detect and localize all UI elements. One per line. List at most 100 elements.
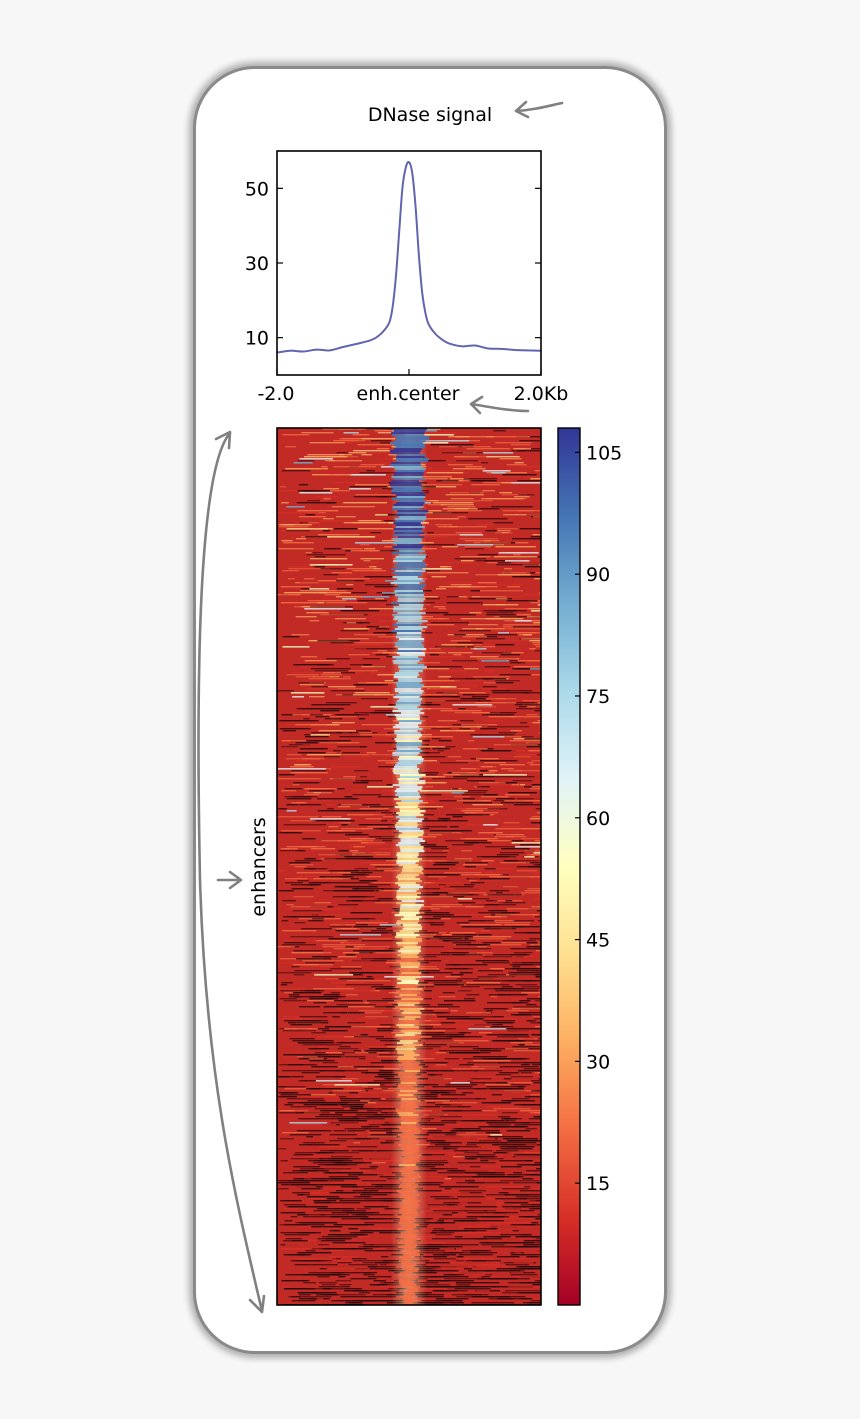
heatmap-speckle — [429, 860, 472, 862]
heatmap-speckle — [534, 1072, 541, 1074]
heatmap-speckle — [465, 838, 498, 840]
heatmap-speckle — [518, 1216, 536, 1218]
heatmap-speckle — [473, 980, 500, 982]
heatmap-speckle — [322, 944, 366, 946]
heatmap-speckle — [313, 1162, 341, 1164]
heatmap-speckle — [322, 1030, 348, 1032]
heatmap-speckle — [286, 674, 319, 676]
heatmap-speckle — [332, 1090, 366, 1092]
heatmap-speckle — [470, 630, 514, 632]
heatmap-center-row — [399, 756, 422, 759]
heatmap-speckle — [309, 558, 348, 560]
heatmap-speckle — [486, 436, 531, 438]
heatmap-speckle — [279, 1112, 305, 1114]
heatmap-speckle — [480, 1160, 489, 1162]
heatmap-speckle — [444, 1278, 486, 1280]
heatmap-center-row — [404, 1070, 420, 1073]
heatmap-speckle — [508, 1140, 537, 1142]
heatmap-speckle — [484, 868, 496, 870]
heatmap-speckle — [290, 906, 328, 908]
heatmap-speckle — [377, 1030, 393, 1032]
heatmap-speckle — [313, 610, 324, 612]
heatmap-speckle — [326, 658, 351, 660]
heatmap-speckle — [517, 870, 538, 872]
heatmap-speckle — [293, 1154, 314, 1156]
heatmap-center-row — [394, 440, 426, 443]
heatmap-speckle — [509, 974, 541, 976]
heatmap-speckle — [304, 858, 316, 860]
heatmap-speckle — [322, 1062, 339, 1064]
heatmap-center-row — [399, 1090, 418, 1093]
heatmap-center-row — [396, 746, 418, 749]
heatmap-speckle — [282, 1030, 316, 1032]
heatmap-speckle — [459, 972, 473, 974]
heatmap-speckle-bright — [282, 646, 310, 648]
heatmap-speckle — [501, 482, 512, 484]
heatmap-speckle — [357, 972, 393, 974]
heatmap-speckle — [330, 642, 356, 644]
heatmap-speckle — [296, 958, 331, 960]
heatmap-speckle — [510, 730, 523, 732]
heatmap-speckle — [535, 808, 541, 810]
heatmap-center-row — [394, 766, 417, 769]
heatmap-speckle — [428, 936, 443, 938]
heatmap-speckle — [509, 1268, 535, 1270]
heatmap-speckle — [368, 884, 391, 886]
heatmap-speckle — [366, 876, 382, 878]
heatmap-speckle — [384, 1010, 398, 1012]
heatmap-speckle-bright — [490, 1134, 503, 1136]
heatmap-speckle — [294, 1264, 338, 1266]
heatmap-center-row — [400, 956, 419, 959]
heatmap-speckle — [420, 1270, 459, 1272]
heatmap-speckle — [449, 1214, 490, 1216]
heatmap-speckle — [499, 764, 525, 766]
heatmap-speckle — [284, 1028, 318, 1030]
heatmap-center-row — [399, 1184, 419, 1187]
heatmap-speckle — [302, 1044, 342, 1046]
heatmap-speckle — [375, 838, 403, 840]
heatmap-ylabel: enhancers — [248, 817, 270, 916]
heatmap-center-row — [400, 904, 424, 907]
heatmap-speckle — [496, 798, 515, 800]
heatmap-speckle — [301, 928, 341, 930]
heatmap-speckle — [452, 816, 463, 818]
heatmap-speckle — [375, 1038, 397, 1040]
heatmap-speckle — [364, 1088, 374, 1090]
heatmap-speckle — [361, 698, 388, 700]
heatmap-speckle — [531, 854, 541, 856]
heatmap-speckle — [282, 636, 300, 638]
heatmap-speckle — [411, 1148, 444, 1150]
heatmap-speckle — [333, 1162, 363, 1164]
heatmap-speckle — [357, 1068, 400, 1070]
heatmap-speckle — [465, 1132, 477, 1134]
heatmap-speckle — [335, 1280, 352, 1282]
heatmap-speckle — [439, 1050, 480, 1052]
heatmap-speckle — [442, 546, 459, 548]
heatmap-speckle — [461, 446, 492, 448]
heatmap-speckle — [473, 542, 511, 544]
heatmap-speckle — [375, 654, 389, 656]
heatmap-speckle-bright — [420, 790, 468, 792]
heatmap-speckle — [531, 906, 541, 908]
heatmap-speckle — [497, 562, 511, 564]
heatmap-speckle — [297, 490, 314, 492]
heatmap-center-row — [395, 570, 426, 573]
heatmap-speckle — [313, 740, 352, 742]
heatmap-speckle — [337, 1118, 367, 1120]
heatmap-speckle — [516, 1196, 535, 1198]
heatmap-speckle — [283, 542, 314, 544]
heatmap-speckle — [355, 1214, 394, 1216]
heatmap-speckle — [438, 938, 462, 940]
heatmap-speckle — [534, 650, 541, 652]
heatmap-speckle — [349, 838, 367, 840]
heatmap-speckle — [361, 918, 376, 920]
heatmap-speckle — [529, 1118, 541, 1120]
heatmap-speckle — [519, 1206, 541, 1208]
heatmap-speckle — [536, 1250, 541, 1252]
heatmap-speckle — [458, 1254, 493, 1256]
heatmap-speckle — [358, 1174, 377, 1176]
heatmap-speckle — [522, 1178, 534, 1180]
heatmap-center-row — [392, 546, 423, 549]
heatmap-speckle — [421, 728, 451, 730]
heatmap-speckle — [525, 742, 541, 744]
